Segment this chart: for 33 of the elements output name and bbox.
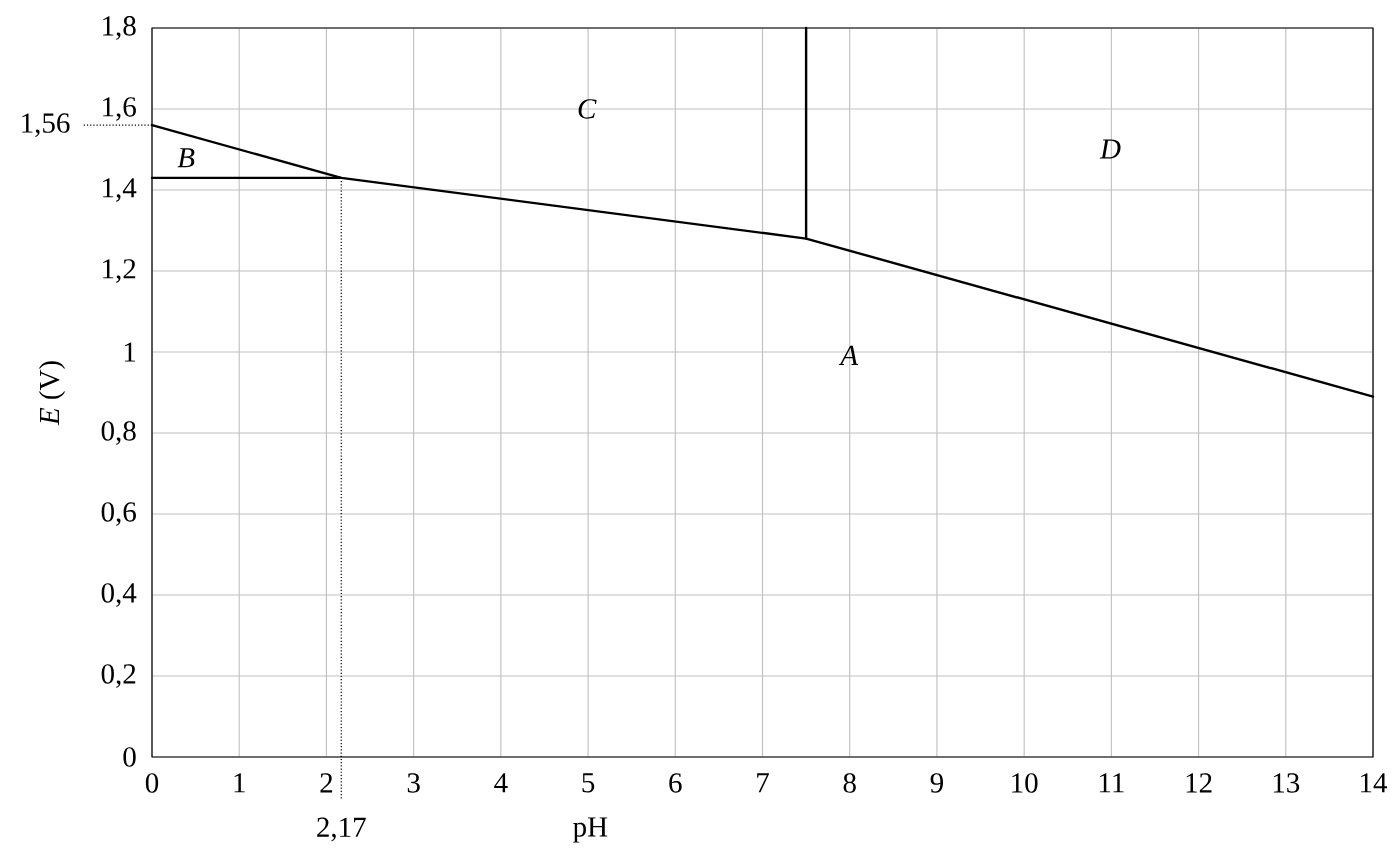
x-tick-label: 1: [234, 773, 245, 793]
y-tick-label: 1,8: [103, 16, 136, 40]
ref-line-label: 2,17: [317, 817, 366, 842]
annotation: B: [177, 148, 195, 168]
y-tick-label: 0,8: [101, 421, 136, 445]
y-tick-label: 0,2: [101, 664, 136, 688]
y-axis-title: E (V): [38, 361, 66, 426]
x-tick-label: 11: [1099, 773, 1124, 793]
y-tick-label: 0,6: [101, 502, 136, 526]
annotation: C: [578, 99, 597, 119]
ref-line-label: 1,56: [22, 113, 70, 138]
x-tick-label: 4: [494, 773, 508, 793]
annotation: A: [838, 345, 859, 365]
x-tick-label: 3: [407, 773, 420, 793]
x-tick-label: 12: [1186, 773, 1212, 793]
y-tick-label: 1,4: [103, 178, 137, 202]
x-tick-label: 10: [1012, 773, 1038, 793]
x-tick-label: 13: [1273, 773, 1300, 793]
y-tick-label: 1: [124, 342, 136, 362]
x-tick-label: 0: [145, 773, 159, 793]
x-tick-label: 2: [320, 773, 333, 793]
y-tick-label: 1,6: [103, 97, 136, 121]
x-tick-label: 14: [1361, 773, 1388, 793]
x-tick-label: 6: [669, 773, 682, 793]
x-tick-label: 8: [843, 773, 856, 793]
y-tick-label: 1,2: [103, 259, 136, 283]
y-tick-label: 0: [123, 747, 136, 767]
x-tick-label: 9: [930, 773, 943, 793]
x-tick-label: 5: [582, 773, 595, 793]
y-tick-label: 0,4: [101, 583, 137, 607]
annotation: D: [1099, 139, 1121, 159]
x-tick-label: 7: [757, 773, 769, 793]
x-axis-title: pH: [573, 817, 608, 843]
